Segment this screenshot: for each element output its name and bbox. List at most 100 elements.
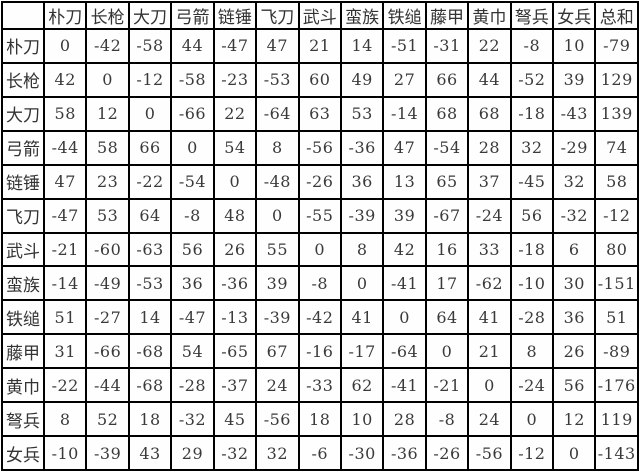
value-cell: -14 [42, 265, 88, 302]
value-cell: 63 [297, 95, 342, 132]
value-cell: -16 [297, 333, 342, 370]
value-cell: 48 [212, 197, 258, 234]
value-cell: -47 [170, 299, 215, 336]
value-cell: 16 [424, 231, 470, 268]
value-cell: -10 [509, 265, 555, 302]
value-cell: 45 [212, 401, 258, 438]
value-cell: 58 [42, 95, 88, 132]
value-cell: -36 [212, 265, 258, 302]
column-header: 武斗 [297, 1, 342, 30]
value-cell: 58 [594, 163, 639, 200]
row-header: 女兵 [1, 435, 45, 471]
value-cell: 54 [212, 129, 258, 166]
value-cell: -44 [85, 367, 130, 404]
table-row: 弓箭 -44 58 66 0 54 8 -56 -36 47 -54 28 32 -29 74 [1, 129, 639, 166]
value-cell: -39 [255, 299, 300, 336]
value-cell: 64 [424, 299, 470, 336]
value-cell: -176 [594, 367, 639, 404]
value-cell: -47 [42, 197, 88, 234]
value-cell: -51 [382, 28, 427, 64]
value-cell: 0 [170, 129, 215, 166]
table-row: 武斗 -21 -60 -63 56 26 55 0 8 42 16 33 -18 6 80 [1, 231, 639, 268]
value-cell: 32 [509, 129, 555, 166]
value-cell: -42 [297, 299, 342, 336]
value-cell: 22 [212, 95, 258, 132]
value-cell: -26 [424, 435, 470, 471]
value-cell: 80 [594, 231, 639, 268]
value-cell: 58 [85, 129, 130, 166]
value-cell: -68 [127, 367, 173, 404]
value-cell: -79 [594, 28, 639, 64]
row-header: 链锤 [1, 163, 45, 200]
value-cell: -49 [85, 265, 130, 302]
column-header: 长枪 [85, 1, 130, 30]
value-cell: 12 [85, 95, 130, 132]
value-cell: 49 [339, 61, 385, 98]
value-cell: -8 [297, 265, 342, 302]
table-body: 朴刀 0 -42 -58 44 -47 47 21 14 -51 -31 22 -8 10 -79 长枪 42 0… [1, 28, 639, 471]
value-cell: 42 [42, 61, 88, 98]
row-header: 铁缒 [1, 299, 45, 336]
value-cell: -27 [85, 299, 130, 336]
value-cell: 24 [467, 401, 512, 438]
value-cell: 0 [424, 333, 470, 370]
value-cell: -56 [255, 401, 300, 438]
value-cell: 39 [552, 61, 597, 98]
value-cell: -30 [339, 435, 385, 471]
value-cell: 44 [170, 28, 215, 64]
value-cell: 74 [594, 129, 639, 166]
value-cell: 6 [552, 231, 597, 268]
value-cell: -65 [212, 333, 258, 370]
value-cell: -62 [467, 265, 512, 302]
value-cell: -12 [509, 435, 555, 471]
value-cell: 0 [85, 61, 130, 98]
value-cell: 68 [424, 95, 470, 132]
table-header-row: 朴刀 长枪 大刀 弓箭 链锤 飞刀 武斗 蛮族 铁缒 藤甲 黄巾 弩兵 女兵 总和 [1, 1, 639, 30]
value-cell: -60 [85, 231, 130, 268]
value-cell: 119 [594, 401, 639, 438]
value-cell: -53 [127, 265, 173, 302]
value-cell: 0 [382, 299, 427, 336]
value-cell: -8 [170, 197, 215, 234]
value-cell: 51 [42, 299, 88, 336]
value-cell: 22 [467, 28, 512, 64]
value-cell: -44 [42, 129, 88, 166]
value-cell: -13 [212, 299, 258, 336]
value-cell: -32 [170, 401, 215, 438]
column-header: 弓箭 [170, 1, 215, 30]
value-cell: 8 [42, 401, 88, 438]
column-header: 链锤 [212, 1, 258, 30]
value-cell: 14 [127, 299, 173, 336]
value-cell: 47 [255, 28, 300, 64]
value-cell: -22 [42, 367, 88, 404]
value-cell: 24 [255, 367, 300, 404]
value-cell: -68 [127, 333, 173, 370]
value-cell: -36 [339, 129, 385, 166]
value-cell: -63 [127, 231, 173, 268]
value-cell: -24 [467, 197, 512, 234]
value-cell: -37 [212, 367, 258, 404]
value-cell: -41 [382, 265, 427, 302]
value-cell: 31 [42, 333, 88, 370]
row-header: 飞刀 [1, 197, 45, 234]
value-cell: -23 [212, 61, 258, 98]
value-cell: 0 [509, 401, 555, 438]
value-cell: -32 [552, 197, 597, 234]
value-cell: -64 [382, 333, 427, 370]
row-header: 大刀 [1, 95, 45, 132]
column-header: 藤甲 [424, 1, 470, 30]
value-cell: 56 [509, 197, 555, 234]
value-cell: 36 [552, 299, 597, 336]
value-cell: 41 [339, 299, 385, 336]
column-header: 铁缒 [382, 1, 427, 30]
value-cell: -66 [85, 333, 130, 370]
value-cell: 65 [424, 163, 470, 200]
value-cell: -45 [509, 163, 555, 200]
table-row: 蛮族 -14 -49 -53 36 -36 39 -8 0 -41 17 -62 -10 30 -151 [1, 265, 639, 302]
value-cell: -8 [509, 28, 555, 64]
value-cell: -18 [509, 231, 555, 268]
value-cell: 27 [382, 61, 427, 98]
value-cell: -12 [127, 61, 173, 98]
value-cell: 0 [467, 367, 512, 404]
value-cell: 10 [339, 401, 385, 438]
